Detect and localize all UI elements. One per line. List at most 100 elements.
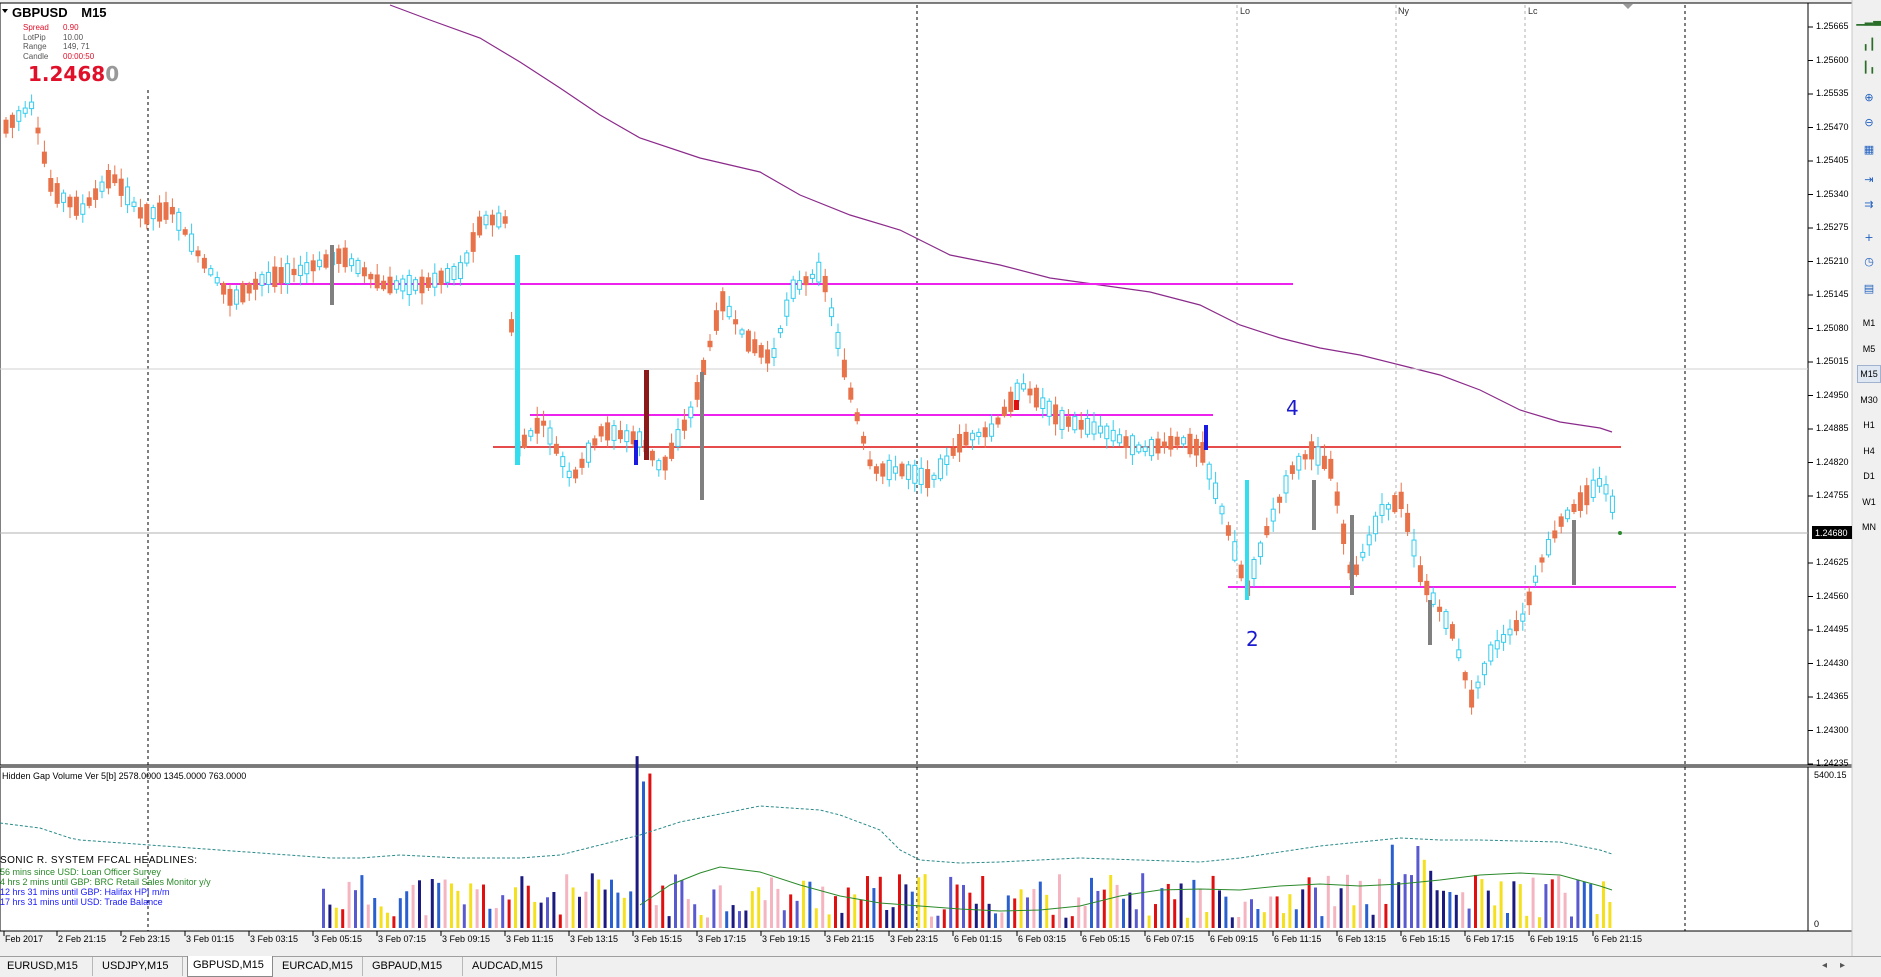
tab-gbpusd-m15[interactable]: GBPUSD,M15 [187,956,273,977]
timeframe-d1[interactable]: D1 [1863,471,1875,481]
candle-body [841,359,847,378]
candle-body [1584,485,1590,506]
volume-bar [872,888,876,928]
candle-body [662,456,668,471]
volume-bar [1038,881,1042,928]
candle-body [496,212,502,228]
time-label: 2 Feb 21:15 [58,934,107,944]
candle-body [9,114,15,128]
highlight-candle [1312,480,1316,530]
candle-body [752,339,758,354]
highlight-candle [700,372,704,500]
candle-body [867,459,873,467]
price-pane[interactable] [0,2,1809,766]
volume-bar [1166,883,1170,928]
price-ticks [1808,26,1813,765]
volume-bar [1096,890,1100,928]
candle-body [931,474,937,480]
zoom-in-icon[interactable]: ⊕ [1864,90,1874,104]
candle-body [1302,454,1308,460]
volume-bar [450,883,453,928]
candle-body [1149,439,1155,457]
current-price-tag-bg [1812,526,1852,539]
scroll-marker-icon[interactable] [1623,4,1633,9]
candle-body [688,406,694,419]
candle-body [1558,516,1564,527]
tab-audcad-m15[interactable]: AUDCAD,M15 [467,957,557,976]
timeframe-m15[interactable]: M15 [1857,365,1881,383]
candle-body [713,310,719,331]
timeframe-mn[interactable]: MN [1862,522,1876,532]
chart-shift-icon[interactable]: ⇥ [1864,172,1874,186]
volume-bar [1538,917,1541,928]
volume-bar [475,889,479,928]
timeframe-h4[interactable]: H4 [1863,445,1875,456]
volume-bar [590,873,594,928]
autoscroll-icon[interactable]: ⇉ [1864,197,1874,211]
volume-bar [770,877,773,928]
volume-bar [1512,881,1516,928]
time-label: Feb 2017 [5,934,44,944]
candle-body [1424,580,1430,596]
volume-bar [725,911,729,928]
indicators-icon[interactable]: + [1864,230,1874,244]
candle-body [585,442,591,463]
timeframe-m5[interactable]: M5 [1862,343,1876,354]
tab-usdjpy-m15[interactable]: USDJPY,M15 [97,957,183,976]
tab-gbpaud-m15[interactable]: GBPAUD,M15 [367,957,463,976]
indicator-title: Hidden Gap Volume Ver 5[b] 2578.0000 134… [2,771,247,781]
timeframe-m1[interactable]: M1 [1862,318,1876,328]
volume-bar [1339,888,1343,928]
tab-scroll-right-icon[interactable]: ▸ [1840,960,1846,971]
volume-bar [1198,889,1202,928]
timeframe-m30[interactable]: M30 [1860,394,1878,405]
volume-bar [584,891,588,928]
volume-bar [341,909,345,928]
price-label: 1.25405 [1816,155,1849,165]
candle-body [1174,436,1180,446]
candle-body [1168,435,1174,450]
price-label: 1.24755 [1816,490,1849,500]
chart-bar-icon[interactable]: ╻┃ [1862,37,1876,51]
time-label: 3 Feb 19:15 [762,934,811,944]
candle-body [816,261,822,283]
templates-icon[interactable]: ▤ [1863,281,1875,295]
candle-body [675,429,681,447]
tab-eurcad-m15[interactable]: EURCAD,M15 [277,957,363,976]
volume-bar [1288,894,1292,928]
volume-bar [750,891,754,928]
candle-body [144,204,150,225]
timeframe-h1[interactable]: H1 [1863,420,1875,430]
candle-body [336,248,342,264]
time-label: 3 Feb 15:15 [634,934,683,944]
candle-body [285,263,291,285]
tile-windows-icon[interactable]: ▦ [1863,142,1875,156]
chart-line-icon[interactable]: ▁▂▃ [1856,12,1881,26]
candle-body [905,464,911,480]
timeframe-w1[interactable]: W1 [1862,496,1876,507]
candle-body [502,216,508,224]
candle-body [1091,421,1097,435]
volume-bar [552,891,556,928]
indicator-pane[interactable] [0,766,1809,932]
time-label: 3 Feb 05:15 [314,934,363,944]
indicator-scale[interactable] [1807,766,1853,932]
volume-bar [1102,889,1106,928]
candle-body [1200,442,1206,463]
volume-bar [1186,917,1189,928]
price-label: 1.25145 [1816,289,1849,299]
chart-candle-icon[interactable]: ┃╻ [1862,60,1876,74]
price-scale[interactable] [1807,2,1853,766]
candle-body [387,276,393,294]
tab-eurusd-m15[interactable]: EURUSD,M15 [2,957,93,976]
collapse-triangle-icon[interactable] [2,9,8,13]
zoom-out-icon[interactable]: ⊖ [1864,115,1874,129]
tab-scroll-left-icon[interactable]: ◂ [1822,960,1828,971]
candle-body [1321,455,1327,469]
volume-bar [501,895,505,928]
candle-body [317,259,323,268]
volume-bar [354,890,357,928]
clock-icon[interactable]: ◷ [1864,254,1874,268]
candle-body [105,169,111,189]
